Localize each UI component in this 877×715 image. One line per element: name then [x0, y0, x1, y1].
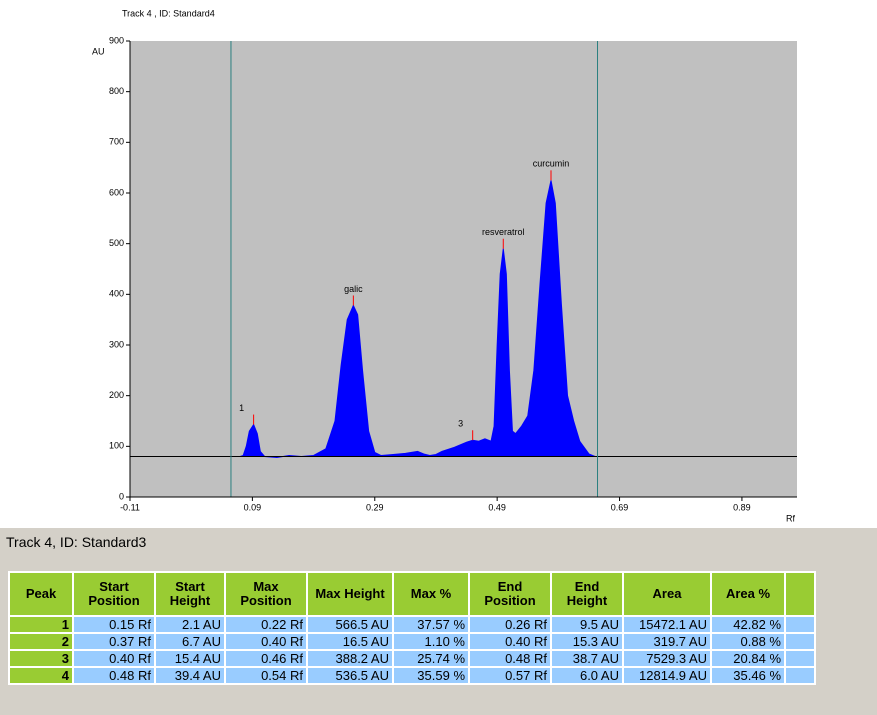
cell: 35.59 % — [394, 668, 468, 683]
cell: 42.82 % — [712, 617, 784, 632]
cell: 0.40 Rf — [226, 634, 306, 649]
cell: 6.7 AU — [156, 634, 224, 649]
cell: 39.4 AU — [156, 668, 224, 683]
chart: Track 4 , ID: Standard4 AU Rf 0 100 200 300… — [92, 8, 798, 523]
peak-label: 1 — [239, 403, 244, 413]
header-cell: Max Position — [226, 573, 306, 615]
peak-label: resveratrol — [482, 227, 525, 237]
y-tick-label: 100 — [109, 441, 124, 451]
cell: 6.0 AU — [552, 668, 622, 683]
y-tick-label: 0 — [119, 491, 124, 501]
header-cell: End Position — [470, 573, 550, 615]
cell: 2 — [10, 634, 72, 649]
x-tick-label: 0.09 — [244, 502, 262, 512]
cell: 9.5 AU — [552, 617, 622, 632]
x-axis-label: Rf — [786, 513, 795, 523]
x-tick-label: 0.49 — [488, 502, 506, 512]
cell: 0.40 Rf — [470, 634, 550, 649]
header-cell: Start Height — [156, 573, 224, 615]
x-tick-label: -0.11 — [120, 502, 140, 512]
cell: 0.15 Rf — [74, 617, 154, 632]
cell: 0.48 Rf — [74, 668, 154, 683]
cell: 0.88 % — [712, 634, 784, 649]
header-cell: Max % — [394, 573, 468, 615]
x-tick-label: 0.29 — [366, 502, 384, 512]
data-row: 3 0.40 Rf 15.4 AU 0.46 Rf 388.2 AU 25.74 % 0.4… — [10, 651, 814, 666]
cell: 388.2 AU — [308, 651, 392, 666]
cell: 25.74 % — [394, 651, 468, 666]
cell: 0.57 Rf — [470, 668, 550, 683]
cell: 15.4 AU — [156, 651, 224, 666]
y-tick-label: 400 — [109, 289, 124, 299]
data-row: 1 0.15 Rf 2.1 AU 0.22 Rf 566.5 AU 37.57 % 0.26… — [10, 617, 814, 632]
cell: 3 — [10, 651, 72, 666]
header-cell: Start Position — [74, 573, 154, 615]
header-cell — [786, 573, 814, 615]
cell: 0.48 Rf — [470, 651, 550, 666]
cell: 35.46 % — [712, 668, 784, 683]
plot-area — [130, 41, 797, 497]
cell: 536.5 AU — [308, 668, 392, 683]
header-cell: Max Height — [308, 573, 392, 615]
x-tick-label: 0.89 — [733, 502, 751, 512]
cell: 7529.3 AU — [624, 651, 710, 666]
cell — [786, 634, 814, 649]
cell — [786, 617, 814, 632]
table-title: Track 4, ID: Standard3 — [6, 534, 147, 550]
cell — [786, 668, 814, 683]
y-tick-label: 800 — [109, 86, 124, 96]
y-tick-label: 600 — [109, 187, 124, 197]
y-tick-label: 200 — [109, 390, 124, 400]
header-cell: Area — [624, 573, 710, 615]
cell: 0.22 Rf — [226, 617, 306, 632]
peak-label: 3 — [458, 419, 463, 429]
cell: 12814.9 AU — [624, 668, 710, 683]
y-tick-label: 900 — [109, 35, 124, 45]
header-cell: Peak — [10, 573, 72, 615]
cell: 0.54 Rf — [226, 668, 306, 683]
peak-label: curcumin — [533, 159, 570, 169]
header-cell: Area % — [712, 573, 784, 615]
cell: 15.3 AU — [552, 634, 622, 649]
y-tick-label: 300 — [109, 339, 124, 349]
cell: 37.57 % — [394, 617, 468, 632]
header-row: Peak Start Position Start Height Max Positi… — [10, 573, 814, 615]
y-tick-label: 700 — [109, 137, 124, 147]
cell: 38.7 AU — [552, 651, 622, 666]
header-cell: End Height — [552, 573, 622, 615]
cell: 20.84 % — [712, 651, 784, 666]
cell: 15472.1 AU — [624, 617, 710, 632]
cell: 566.5 AU — [308, 617, 392, 632]
cell: 1 — [10, 617, 72, 632]
cell: 4 — [10, 668, 72, 683]
cell: 0.26 Rf — [470, 617, 550, 632]
cell: 319.7 AU — [624, 634, 710, 649]
cell: 2.1 AU — [156, 617, 224, 632]
cell: 1.10 % — [394, 634, 468, 649]
results-table: Peak Start Position Start Height Max Positi… — [8, 571, 816, 685]
cell: 16.5 AU — [308, 634, 392, 649]
cell: 0.37 Rf — [74, 634, 154, 649]
peak-label: galic — [344, 284, 363, 294]
data-row: 4 0.48 Rf 39.4 AU 0.54 Rf 536.5 AU 35.59 % 0.5… — [10, 668, 814, 683]
data-row: 2 0.37 Rf 6.7 AU 0.40 Rf 16.5 AU 1.10 % 0.40 R… — [10, 634, 814, 649]
y-axis-label: AU — [92, 46, 105, 56]
cell — [786, 651, 814, 666]
x-tick-label: 0.69 — [611, 502, 629, 512]
cell: 0.46 Rf — [226, 651, 306, 666]
chart-title: Track 4 , ID: Standard4 — [122, 8, 215, 18]
y-tick-label: 500 — [109, 238, 124, 248]
cell: 0.40 Rf — [74, 651, 154, 666]
results-panel: Track 4, ID: Standard3 Peak Start Positio… — [0, 528, 877, 715]
